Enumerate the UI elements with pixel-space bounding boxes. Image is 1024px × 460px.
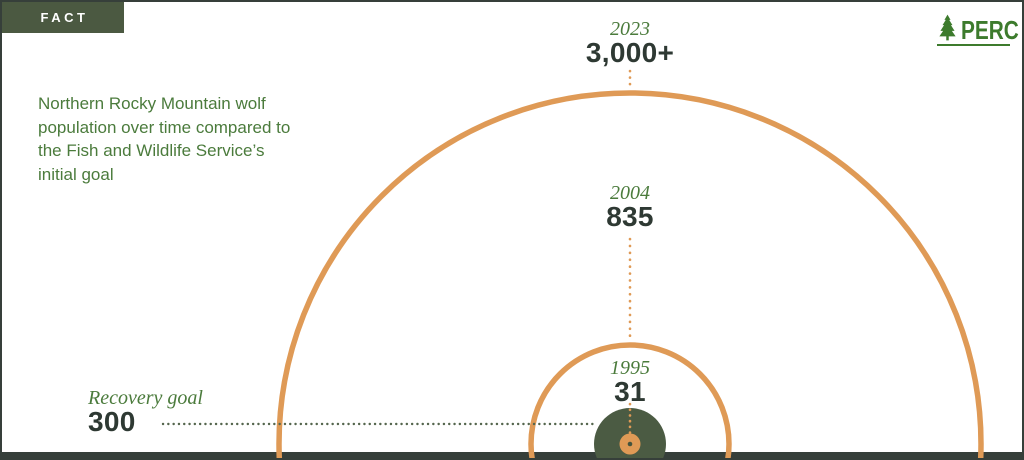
- label-2004: 2004 835: [606, 182, 654, 232]
- label-recovery-goal: Recovery goal 300: [88, 387, 203, 437]
- chart-title: Northern Rocky Mountain wolf population …: [38, 94, 291, 184]
- recovery-goal-value: 300: [88, 406, 136, 437]
- bottom-bar: [0, 452, 1024, 460]
- value-label-2023: 3,000+: [585, 37, 675, 68]
- recovery-goal-label: Recovery goal: [88, 387, 203, 409]
- perc-logo: PERC: [937, 14, 1019, 46]
- pine-tree-icon: [939, 14, 956, 41]
- circle-2023: [276, 90, 984, 460]
- value-label-1995: 31: [614, 376, 646, 407]
- fact-badge-label: FACT: [40, 10, 89, 25]
- perc-wordmark: PERC: [961, 15, 1019, 46]
- label-2023: 2023 3,000+: [585, 18, 675, 68]
- label-1995: 1995 31: [610, 357, 650, 407]
- fact-badge: FACT: [2, 2, 124, 33]
- circle-2004: [528, 342, 732, 460]
- center-marker-dot: [627, 441, 633, 447]
- value-label-2004: 835: [606, 201, 654, 232]
- year-label-2023: 2023: [609, 18, 650, 40]
- year-label-2004: 2004: [610, 182, 650, 204]
- year-label-1995: 1995: [610, 357, 650, 379]
